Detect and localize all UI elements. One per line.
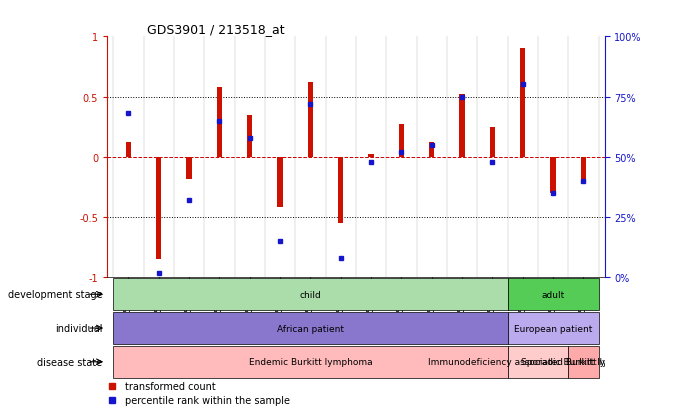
- Bar: [307, 83, 313, 157]
- Text: Sporadic Burkitt lymphoma: Sporadic Burkitt lymphoma: [521, 357, 645, 366]
- Bar: [113, 278, 508, 311]
- Bar: [187, 157, 191, 179]
- Bar: [429, 143, 435, 157]
- Text: GDS3901 / 213518_at: GDS3901 / 213518_at: [147, 23, 285, 36]
- Text: African patient: African patient: [277, 324, 344, 333]
- Text: transformed count: transformed count: [124, 381, 216, 391]
- Bar: [247, 115, 252, 157]
- Bar: [508, 278, 598, 311]
- Bar: [338, 157, 343, 223]
- Bar: [113, 312, 508, 344]
- Bar: [490, 127, 495, 157]
- Bar: [156, 157, 162, 260]
- Bar: [126, 143, 131, 157]
- Bar: [113, 346, 508, 378]
- Text: adult: adult: [542, 290, 565, 299]
- Bar: [580, 157, 586, 179]
- Bar: [568, 346, 598, 378]
- Bar: [520, 49, 525, 157]
- Text: European patient: European patient: [514, 324, 592, 333]
- Bar: [550, 157, 556, 194]
- Bar: [508, 312, 598, 344]
- Bar: [216, 88, 222, 157]
- Bar: [460, 95, 465, 157]
- Text: Immunodeficiency associated Burkitt lymphoma: Immunodeficiency associated Burkitt lymp…: [428, 357, 647, 366]
- Text: Endemic Burkitt lymphoma: Endemic Burkitt lymphoma: [249, 357, 372, 366]
- Text: child: child: [299, 290, 321, 299]
- Text: percentile rank within the sample: percentile rank within the sample: [124, 395, 290, 405]
- Bar: [508, 346, 568, 378]
- Text: disease state: disease state: [37, 357, 102, 367]
- Bar: [399, 125, 404, 157]
- Bar: [368, 155, 374, 157]
- Text: individual: individual: [55, 323, 102, 333]
- Bar: [277, 157, 283, 208]
- Text: development stage: development stage: [8, 290, 102, 299]
